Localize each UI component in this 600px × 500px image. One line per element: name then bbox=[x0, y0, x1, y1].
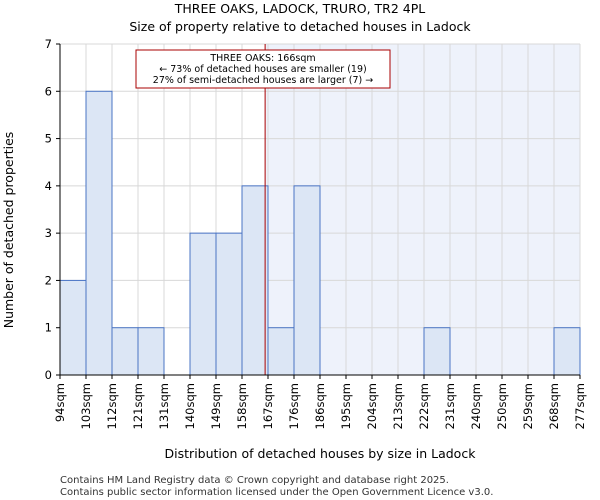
annotation-box bbox=[135, 49, 391, 89]
y-tick-labels: 0 1 2 3 4 5 6 7 bbox=[45, 37, 60, 382]
bar-112sqm bbox=[111, 327, 139, 376]
bar-222sqm bbox=[423, 327, 451, 376]
bar-268sqm bbox=[553, 327, 581, 376]
y-axis-label: Number of detached properties bbox=[1, 132, 16, 329]
y-tick-label: 7 bbox=[45, 37, 52, 51]
y-tick-label: 4 bbox=[45, 179, 52, 193]
annotation-line-2: ← 73% of detached houses are smaller (19… bbox=[159, 64, 366, 75]
x-tick-label: 186sqm bbox=[313, 383, 327, 429]
x-tick-labels: 94sqm 103sqm 112sqm 121sqm 131sqm 140sqm 149sq… bbox=[53, 375, 587, 429]
x-tick-label: 213sqm bbox=[391, 383, 405, 429]
x-tick-label: 176sqm bbox=[287, 383, 301, 429]
y-tick-label: 1 bbox=[45, 321, 52, 335]
x-tick-label: 140sqm bbox=[183, 383, 197, 429]
x-tick-label: 277sqm bbox=[573, 383, 587, 429]
x-tick-label: 268sqm bbox=[547, 383, 561, 429]
marker-annotation: THREE OAKS: 166sqm ← 73% of detached hou… bbox=[135, 49, 391, 89]
x-tick-label: 222sqm bbox=[417, 383, 431, 429]
bar-176sqm bbox=[293, 185, 321, 376]
bars bbox=[59, 90, 581, 376]
x-tick-label: 94sqm bbox=[53, 383, 67, 422]
bar-149sqm bbox=[215, 232, 243, 376]
y-tick-label: 2 bbox=[45, 273, 52, 287]
x-tick-label: 204sqm bbox=[365, 383, 379, 429]
x-tick-label: 121sqm bbox=[131, 383, 145, 429]
annotation-line-3: 27% of semi-detached houses are larger (… bbox=[153, 75, 373, 86]
x-tick-label: 231sqm bbox=[443, 383, 457, 429]
bar-158sqm bbox=[241, 185, 269, 376]
x-tick-label: 250sqm bbox=[495, 383, 509, 429]
x-tick-label: 112sqm bbox=[105, 383, 119, 429]
chart-subtitle: Size of property relative to detached ho… bbox=[129, 19, 471, 34]
x-tick-label: 158sqm bbox=[235, 383, 249, 429]
x-tick-label: 149sqm bbox=[209, 383, 223, 429]
y-tick-label: 0 bbox=[45, 368, 52, 382]
footer-line-1: Contains HM Land Registry data © Crown c… bbox=[60, 475, 449, 486]
footer-line-2: Contains public sector information licen… bbox=[60, 487, 493, 498]
x-tick-label: 131sqm bbox=[157, 383, 171, 429]
bar-103sqm bbox=[85, 90, 113, 376]
x-tick-label: 167sqm bbox=[261, 383, 275, 429]
x-axis-label: Distribution of detached houses by size … bbox=[165, 446, 477, 461]
y-tick-label: 6 bbox=[45, 84, 52, 98]
annotation-line-1: THREE OAKS: 166sqm bbox=[209, 53, 315, 64]
x-tick-label: 103sqm bbox=[79, 383, 93, 429]
x-tick-label: 240sqm bbox=[469, 383, 483, 429]
y-tick-label: 5 bbox=[45, 132, 52, 146]
bar-167sqm bbox=[267, 327, 295, 376]
chart-title: THREE OAKS, LADOCK, TRURO, TR2 4PL bbox=[174, 1, 426, 16]
bar-121sqm bbox=[137, 327, 165, 376]
bar-94sqm bbox=[59, 279, 87, 376]
x-tick-label: 195sqm bbox=[339, 383, 353, 429]
bar-140sqm bbox=[189, 232, 217, 376]
x-tick-label: 259sqm bbox=[521, 383, 535, 429]
y-tick-label: 3 bbox=[45, 226, 52, 240]
